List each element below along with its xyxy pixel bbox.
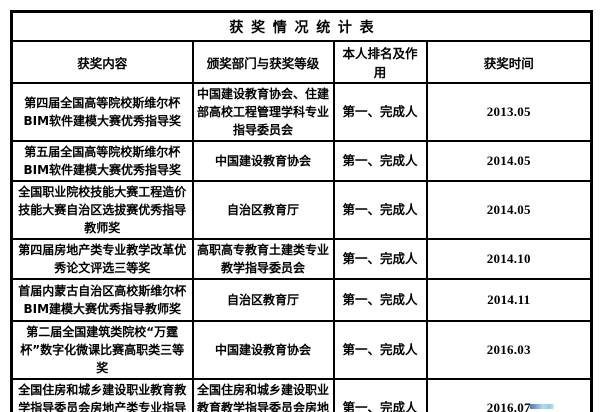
rank-cell: 第一、完成人 (332, 278, 428, 322)
department-cell: 全国住房和城乡建设职业教育教学指导委员会房地产类专业指导委员会 (191, 378, 335, 412)
table-row: 第二届全国建筑类院校“万霆杯”数字化微课比赛高职类三等奖 中国建设教育协会 第一… (10, 320, 593, 380)
department-cell: 自治区教育厅 (191, 278, 335, 322)
award-content-cell: 首届内蒙古自治区高校斯维尔杯BIM建模大赛优秀指导教师奖 (10, 278, 194, 322)
date-cell: 2013.05 (425, 82, 593, 142)
col-header-award-date: 获奖时间 (425, 40, 593, 84)
department-cell: 中国建设教育协会 (191, 140, 335, 182)
table-row: 第五届全国高等院校斯维尔杯BIM软件建模大赛优秀指导奖 中国建设教育协会 第一、… (10, 140, 593, 182)
table-row: 全国住房和城乡建设职业教育教学指导委员会房地产类专业指导委员会首届微课大赛一等奖… (10, 378, 593, 412)
department-cell: 高职高专教育土建类专业教学指导委员会 (191, 238, 335, 280)
col-header-department-level: 颁奖部门与获奖等级 (191, 40, 335, 84)
col-header-award-content: 获奖内容 (10, 40, 194, 84)
department-cell: 中国建设教育协会 (191, 320, 335, 380)
title-row: 获奖情况统计表 (10, 10, 593, 42)
date-cell: 2016.07 (425, 378, 593, 412)
rank-cell: 第一、完成人 (332, 82, 428, 142)
table-title: 获奖情况统计表 (10, 10, 593, 42)
award-content-cell: 第四届房地产类专业教学改革优秀论文评选三等奖 (10, 238, 194, 280)
award-content-cell: 第四届全国高等院校斯维尔杯BIM软件建模大赛优秀指导奖 (10, 82, 194, 142)
col-header-rank-role: 本人排名及作用 (332, 40, 428, 84)
date-cell: 2014.11 (425, 278, 593, 322)
header-row: 获奖内容 颁奖部门与获奖等级 本人排名及作用 获奖时间 (10, 40, 593, 84)
rank-cell: 第一、完成人 (332, 378, 428, 412)
rank-cell: 第一、完成人 (332, 320, 428, 380)
award-content-cell: 第二届全国建筑类院校“万霆杯”数字化微课比赛高职类三等奖 (10, 320, 194, 380)
date-cell: 2014.05 (425, 140, 593, 182)
award-content-cell: 全国职业院校技能大赛工程造价技能大赛自治区选拔赛优秀指导教师奖 (10, 180, 194, 240)
award-statistics-table: 获奖情况统计表 获奖内容 颁奖部门与获奖等级 本人排名及作用 获奖时间 第四届全… (10, 10, 594, 412)
date-cell: 2016.03 (425, 320, 593, 380)
table-row: 第四届全国高等院校斯维尔杯BIM软件建模大赛优秀指导奖 中国建设教育协会、住建部… (10, 82, 593, 142)
rank-cell: 第一、完成人 (332, 140, 428, 182)
date-cell: 2014.05 (425, 180, 593, 240)
department-cell: 自治区教育厅 (191, 180, 335, 240)
rank-cell: 第一、完成人 (332, 238, 428, 280)
table-row: 第四届房地产类专业教学改革优秀论文评选三等奖 高职高专教育土建类专业教学指导委员… (10, 238, 593, 280)
award-content-cell: 全国住房和城乡建设职业教育教学指导委员会房地产类专业指导委员会首届微课大赛一等奖 (10, 378, 194, 412)
department-cell: 中国建设教育协会、住建部高校工程管理学科专业指导委员会 (191, 82, 335, 142)
rank-cell: 第一、完成人 (332, 180, 428, 240)
table-row: 首届内蒙古自治区高校斯维尔杯BIM建模大赛优秀指导教师奖 自治区教育厅 第一、完… (10, 278, 593, 322)
watermark-smudge (530, 404, 554, 409)
date-cell: 2014.10 (425, 238, 593, 280)
award-content-cell: 第五届全国高等院校斯维尔杯BIM软件建模大赛优秀指导奖 (10, 140, 194, 182)
table-row: 全国职业院校技能大赛工程造价技能大赛自治区选拔赛优秀指导教师奖 自治区教育厅 第… (10, 180, 593, 240)
